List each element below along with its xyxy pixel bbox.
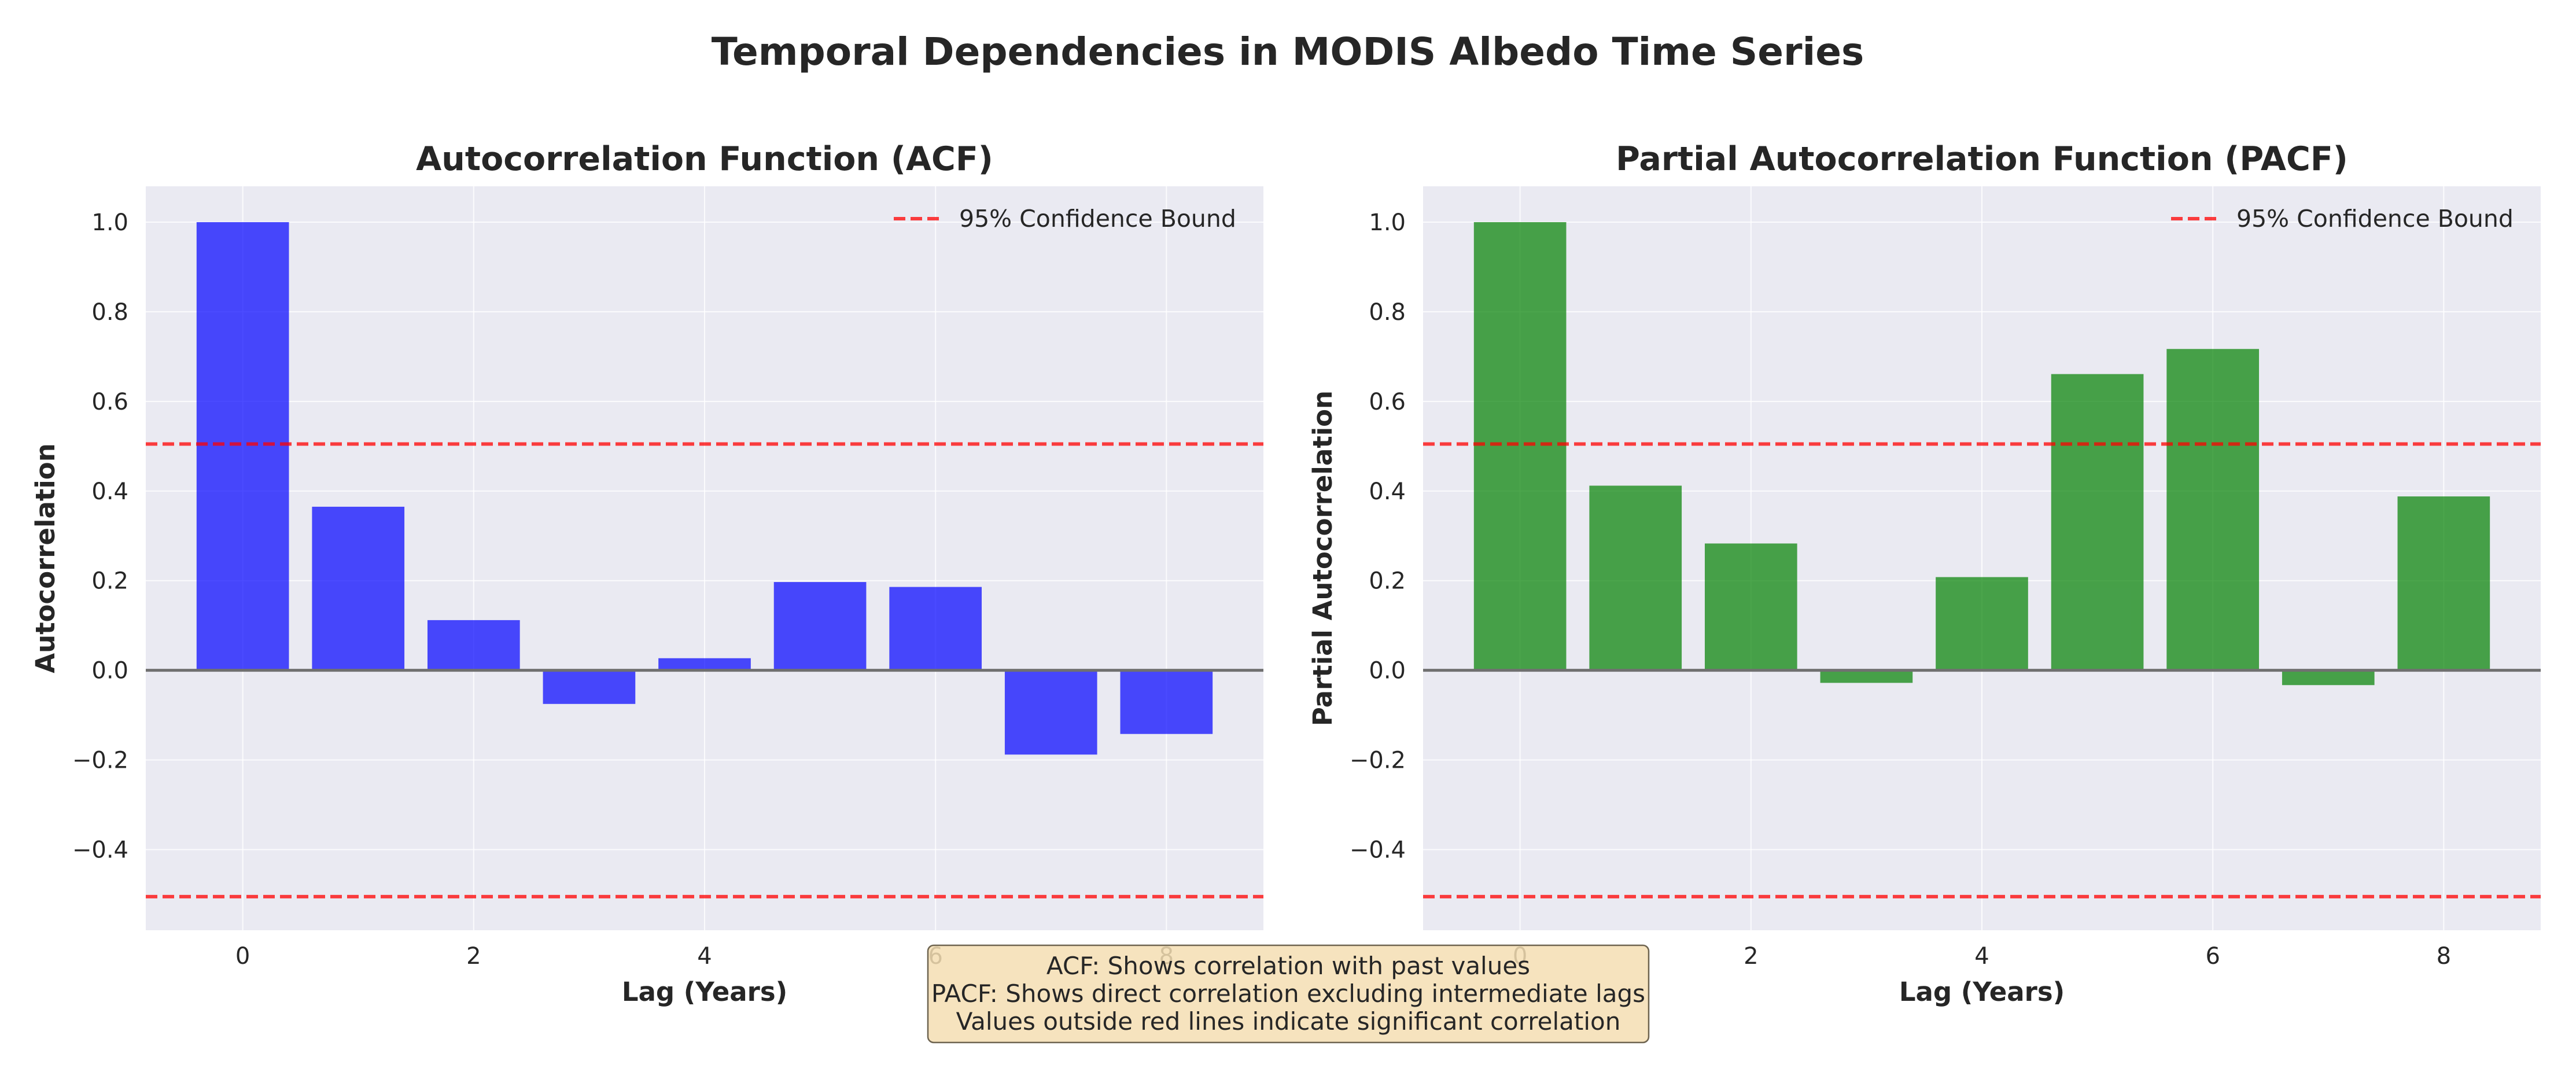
pacf-x-tick-label: 6	[2205, 943, 2220, 970]
annotation-background	[927, 944, 1650, 1044]
pacf-y-tick-label: 0.2	[1369, 568, 1406, 595]
acf-y-tick-label: 0.8	[91, 299, 128, 326]
acf-bar	[889, 587, 982, 671]
pacf-panel: Partial Autocorrelation Function (PACF) …	[1307, 140, 2541, 1007]
pacf-bar	[2282, 670, 2375, 686]
acf-y-tick-label: 0.2	[91, 568, 128, 595]
annotation-box: ACF: Shows correlation with past values …	[927, 944, 1650, 1044]
acf-y-ticks: −0.4 −0.2 0.0 0.2 0.4 0.6 0.8 1.0	[72, 209, 128, 864]
pacf-bar	[1589, 485, 1682, 671]
pacf-y-ticks: −0.4 −0.2 0.0 0.2 0.4 0.6 0.8 1.0	[1350, 209, 1406, 864]
pacf-y-tick-label: 0.4	[1369, 478, 1406, 505]
acf-bar	[658, 658, 751, 671]
acf-title: Autocorrelation Function (ACF)	[416, 140, 993, 178]
pacf-bar	[1704, 543, 1797, 671]
pacf-legend-label: 95% Confidence Bound	[2236, 205, 2514, 233]
pacf-bars	[1473, 222, 2490, 686]
acf-y-tick-label: 0.6	[91, 389, 128, 415]
annotation-line: PACF: Shows direct correlation excluding…	[931, 979, 1645, 1008]
pacf-bar	[1820, 670, 1913, 683]
pacf-y-tick-label: 0.6	[1369, 389, 1406, 415]
pacf-x-label: Lag (Years)	[1899, 977, 2065, 1007]
pacf-y-tick-label: −0.2	[1350, 747, 1406, 774]
acf-bars	[196, 222, 1213, 755]
acf-y-tick-label: −0.4	[72, 837, 128, 864]
acf-bar	[196, 222, 289, 671]
pacf-title: Partial Autocorrelation Function (PACF)	[1616, 140, 2348, 178]
pacf-reference-lines	[1423, 442, 2541, 898]
pacf-legend: 95% Confidence Bound	[2171, 205, 2514, 233]
acf-y-tick-label: 0.0	[91, 658, 128, 684]
acf-legend-label: 95% Confidence Bound	[959, 205, 1236, 233]
acf-x-tick-label: 0	[235, 943, 250, 970]
acf-bar	[543, 670, 636, 704]
acf-x-tick-label: 4	[697, 943, 712, 970]
acf-y-tick-label: 0.4	[91, 478, 128, 505]
pacf-y-tick-label: 1.0	[1369, 209, 1406, 236]
acf-bar	[1004, 670, 1097, 755]
pacf-bar	[2166, 349, 2260, 671]
pacf-x-tick-label: 2	[1744, 943, 1758, 970]
pacf-x-tick-label: 8	[2437, 943, 2451, 970]
pacf-bar	[2397, 496, 2490, 671]
annotation-line: ACF: Shows correlation with past values	[1046, 952, 1530, 980]
acf-bar	[312, 506, 405, 671]
pacf-bar	[1473, 222, 1567, 671]
acf-y-label: Autocorrelation	[30, 443, 61, 673]
acf-reference-lines	[146, 442, 1263, 898]
pacf-x-tick-label: 4	[1974, 943, 1989, 970]
acf-bar	[1120, 670, 1213, 734]
acf-x-tick-label: 2	[466, 943, 481, 970]
acf-legend: 95% Confidence Bound	[894, 205, 1236, 233]
acf-panel: Autocorrelation Function (ACF) −0.4 −0.2 0…	[30, 140, 1263, 1007]
pacf-bar	[1936, 577, 2028, 671]
figure-title: Temporal Dependencies in MODIS Albedo Ti…	[712, 30, 1864, 74]
pacf-y-tick-label: −0.4	[1350, 837, 1406, 864]
acf-bar	[427, 620, 520, 671]
pacf-y-tick-label: 0.0	[1369, 658, 1406, 684]
annotation-line: Values outside red lines indicate signif…	[956, 1007, 1621, 1036]
pacf-y-label: Partial Autocorrelation	[1307, 391, 1338, 726]
pacf-y-tick-label: 0.8	[1369, 299, 1406, 326]
acf-y-tick-label: 1.0	[91, 209, 128, 236]
acf-y-tick-label: −0.2	[72, 747, 128, 774]
acf-x-label: Lag (Years)	[622, 977, 787, 1007]
acf-bar	[773, 582, 867, 671]
pacf-bar	[2051, 374, 2144, 671]
